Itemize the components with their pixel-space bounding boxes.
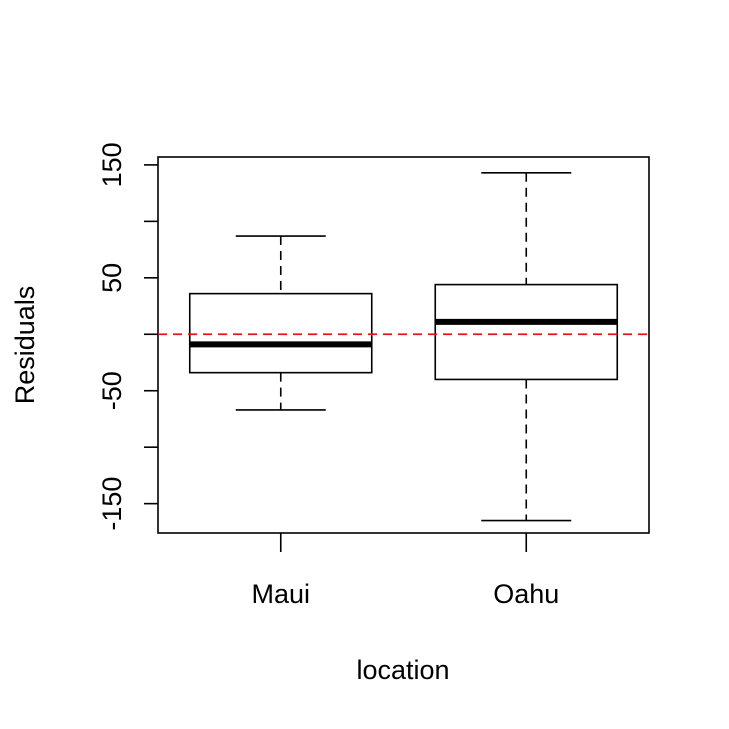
iqr-box <box>434 283 619 381</box>
y-axis-label: Residuals <box>10 286 40 405</box>
y-tick-label: -50 <box>97 371 127 410</box>
plot-frame <box>157 156 650 534</box>
y-tick-label: 50 <box>97 263 127 293</box>
x-tick-label: Maui <box>251 579 310 609</box>
y-tick-label: -150 <box>97 477 127 531</box>
x-tick-label: Oahu <box>493 579 559 609</box>
y-tick-label: 150 <box>97 142 127 187</box>
x-axis-label: location <box>356 655 449 685</box>
iqr-box <box>188 292 373 374</box>
plot-marks: 150 50 -50 -150 Maui Oahu <box>97 142 650 609</box>
